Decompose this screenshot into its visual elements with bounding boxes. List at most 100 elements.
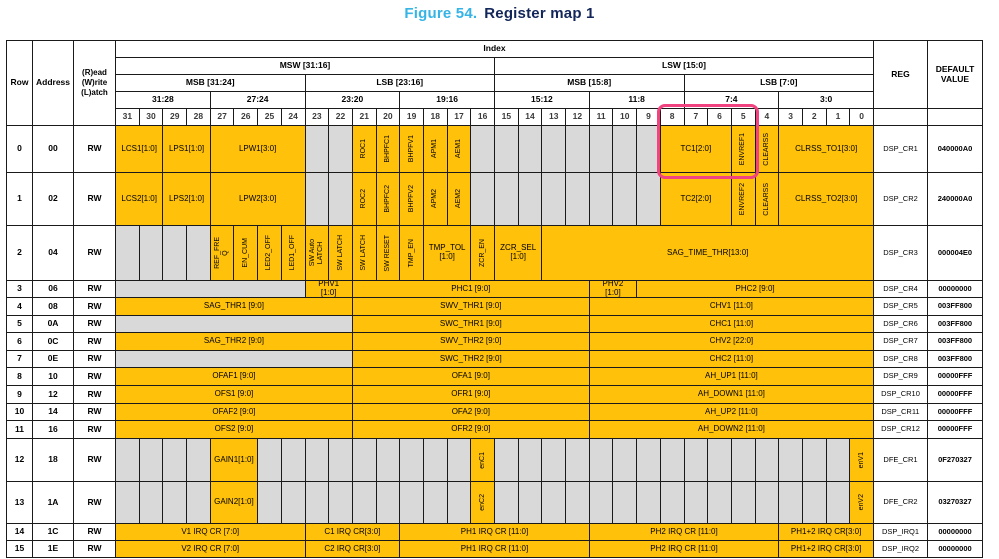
reg-name-cell: DSP_CR12 (874, 421, 928, 439)
reserved-cell (542, 126, 567, 173)
vertical-field-label: AEM2 (454, 189, 462, 209)
reserved-cell (637, 173, 661, 226)
reserved-cell (637, 126, 661, 173)
header-bit-number: 22 (329, 109, 353, 126)
rw-cell: RW (74, 482, 116, 524)
reserved-cell (116, 482, 140, 524)
reserved-cell (566, 126, 590, 173)
row-index-cell: 15 (7, 541, 33, 558)
bit-field-cell: SWC_THR2 [9:0] (352, 351, 590, 368)
address-cell: 00 (33, 126, 74, 173)
reg-name-cell: DSP_CR7 (874, 333, 928, 351)
bit-field-cell: BHPFV1 (400, 126, 424, 173)
bit-field-cell: CLRSS_TO2[3:0] (779, 173, 874, 226)
vertical-field-label: enC1 (478, 451, 486, 469)
bit-field-cell: APM1 (423, 126, 448, 173)
reserved-cell (589, 173, 614, 226)
table-header: Row Address (R)ead (W)rite (L)atch Index REG… (7, 41, 983, 126)
bit-field-cell: EN_CUM (234, 226, 259, 281)
bit-field-cell: CLRSS_TO1[3:0] (779, 126, 874, 173)
rw-cell: RW (74, 281, 116, 298)
header-byte-label: LSB [23:16] (305, 75, 495, 92)
vertical-field-label: enC2 (478, 494, 486, 511)
header-bit-number: 21 (352, 109, 377, 126)
reserved-cell (258, 439, 282, 482)
rw-cell: RW (74, 439, 116, 482)
row-index-cell: 11 (7, 421, 33, 439)
reserved-cell (471, 173, 495, 226)
reserved-cell (329, 126, 353, 173)
header-nibble-label: 15:12 (495, 92, 590, 109)
bit-field-cell: PH1+2 IRQ CR[3:0] (779, 541, 874, 558)
bit-field-cell: LCS1[1:0] (116, 126, 164, 173)
header-bit-number: 19 (400, 109, 424, 126)
reg-name-cell: DSP_CR6 (874, 316, 928, 333)
header-word-label: MSW [31:16] (116, 58, 495, 75)
header-bit-number: 6 (708, 109, 732, 126)
reserved-cell (423, 482, 448, 524)
reserved-cell (826, 482, 851, 524)
row-index-cell: 12 (7, 439, 33, 482)
rw-cell: RW (74, 541, 116, 558)
header-rw-label: (R)ead (W)rite (L)atch (74, 41, 116, 126)
bit-field-cell: PHV2 [1:0] (589, 281, 638, 298)
row-index-cell: 5 (7, 316, 33, 333)
reserved-cell (495, 439, 519, 482)
bit-field-cell: CHC1 [11:0] (589, 316, 874, 333)
reserved-cell (163, 482, 188, 524)
reserved-cell (802, 482, 827, 524)
address-cell: 12 (33, 386, 74, 404)
register-row: 8 10 RW OFAF1 [9:0] OFA1 [9:0] AH_UP1 [11:0] D… (7, 368, 983, 386)
reserved-cell (305, 482, 330, 524)
header-bit-number: 1 (826, 109, 851, 126)
reg-name-cell: DFE_CR1 (874, 439, 928, 482)
header-reg-label: REG (874, 41, 928, 109)
bit-field-cell: GAIN2[1:0] (210, 482, 259, 524)
register-row: 9 12 RW OFS1 [9:0] OFR1 [9:0] AH_DOWN1 [11:0]… (7, 386, 983, 404)
reserved-cell (329, 173, 353, 226)
reserved-cell (660, 482, 685, 524)
rw-cell: RW (74, 316, 116, 333)
reg-name-cell: DSP_CR10 (874, 386, 928, 404)
bit-field-cell: OFR1 [9:0] (352, 386, 590, 404)
bit-field-cell: LED2_OFF (258, 226, 282, 281)
address-cell: 06 (33, 281, 74, 298)
register-row: 1 02 RW LCS2[1:0] LPS2[1:0] LPW2[3:0] ROC2 BHPF… (7, 173, 983, 226)
header-bit-number: 5 (731, 109, 756, 126)
header-bit-number: 18 (423, 109, 448, 126)
reserved-cell (163, 439, 188, 482)
header-bit-number: 3 (779, 109, 803, 126)
vertical-field-label: ENVREF1 (739, 132, 747, 166)
vertical-field-label: SW LATCH (336, 235, 344, 271)
bit-field-cell: SAG_THR1 [9:0] (116, 298, 353, 316)
row-index-cell: 2 (7, 226, 33, 281)
vertical-field-label: SW RESET (383, 234, 391, 272)
reserved-cell (329, 482, 353, 524)
bit-field-cell: enV2 (850, 482, 874, 524)
row-index-cell: 4 (7, 298, 33, 316)
address-cell: 08 (33, 298, 74, 316)
header-default-label: DEFAULT VALUE (928, 41, 983, 109)
reserved-cell (826, 439, 851, 482)
bit-field-cell: OFA2 [9:0] (352, 404, 590, 421)
address-cell: 1A (33, 482, 74, 524)
vertical-field-label: BHPFV2 (407, 185, 415, 213)
reserved-cell (566, 482, 590, 524)
address-cell: 0A (33, 316, 74, 333)
bit-field-cell: PH2 IRQ CR [11:0] (589, 541, 780, 558)
rw-cell: RW (74, 524, 116, 541)
reg-name-cell: DSP_IRQ1 (874, 524, 928, 541)
reserved-cell (755, 439, 780, 482)
bit-field-cell: CLEARSS (755, 126, 780, 173)
bit-field-cell: LPS1[1:0] (163, 126, 211, 173)
rw-cell: RW (74, 421, 116, 439)
header-nibble-label: 7:4 (684, 92, 780, 109)
header-bit-number: 24 (281, 109, 306, 126)
header-row-label: Row (7, 41, 33, 126)
register-row: 6 0C RW SAG_THR2 [9:0] SWV_THR2 [9:0] CHV2 [2… (7, 333, 983, 351)
rw-cell: RW (74, 173, 116, 226)
bit-field-cell: PHC2 [9:0] (637, 281, 874, 298)
address-cell: 1C (33, 524, 74, 541)
register-row: 12 18 RW GAIN1[1:0] enC1 enV1 DFE_CR1 0F270327 (7, 439, 983, 482)
reg-name-cell: DSP_CR2 (874, 173, 928, 226)
